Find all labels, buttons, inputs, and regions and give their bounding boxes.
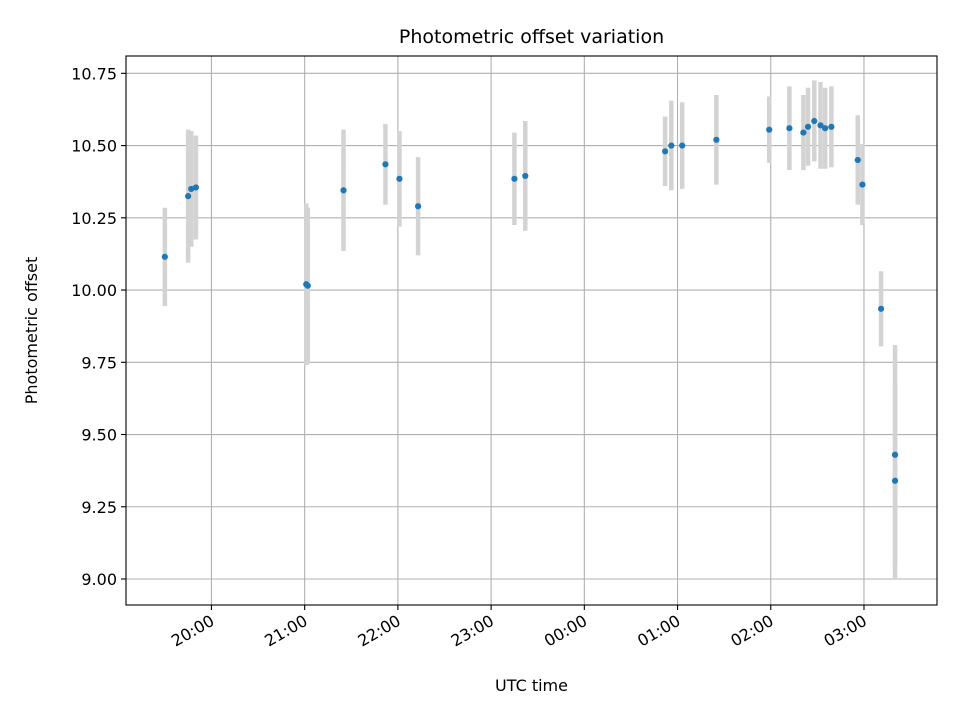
plot-frame (125, 55, 938, 606)
data-point (304, 282, 311, 289)
y-tick-label: 9.25 (81, 498, 117, 517)
data-point (804, 123, 812, 130)
y-tick-label: 10.75 (71, 64, 117, 83)
data-point (679, 142, 686, 149)
y-tick-label: 10.25 (71, 209, 117, 228)
y-axis-ticks: 9.00 9.25 9.50 9.75 10.00 10.25 10.50 10.75 (71, 64, 126, 589)
chart-title: Photometric offset variation (399, 26, 664, 48)
y-tick-label: 9.75 (81, 353, 117, 372)
data-point-layer (161, 117, 899, 484)
data-point (188, 185, 195, 193)
data-point (396, 175, 403, 182)
y-tick-label: 10.50 (71, 137, 117, 156)
y-tick-label: 9.00 (81, 570, 117, 589)
data-point (414, 203, 422, 210)
data-point (340, 187, 347, 194)
data-point (511, 175, 518, 182)
data-point (786, 125, 793, 132)
data-point (877, 305, 885, 312)
data-point (668, 142, 675, 149)
y-tick-label: 10.00 (71, 281, 117, 300)
y-tick-label: 9.50 (81, 426, 117, 445)
data-point (185, 193, 192, 200)
data-point (192, 184, 200, 191)
data-point (891, 451, 899, 458)
data-point (161, 253, 168, 260)
data-point (800, 129, 807, 136)
data-point (859, 181, 866, 188)
data-point (713, 136, 720, 143)
x-axis-title: UTC time (495, 676, 568, 695)
data-point (522, 172, 529, 180)
data-point (828, 123, 835, 130)
data-point (854, 156, 861, 164)
data-point (891, 477, 899, 484)
data-point (817, 122, 824, 129)
data-point (662, 148, 669, 155)
data-point (382, 161, 389, 168)
data-point (811, 117, 818, 125)
data-point (822, 125, 829, 132)
y-axis-title: Photometric offset (22, 257, 41, 405)
data-point (766, 126, 773, 133)
